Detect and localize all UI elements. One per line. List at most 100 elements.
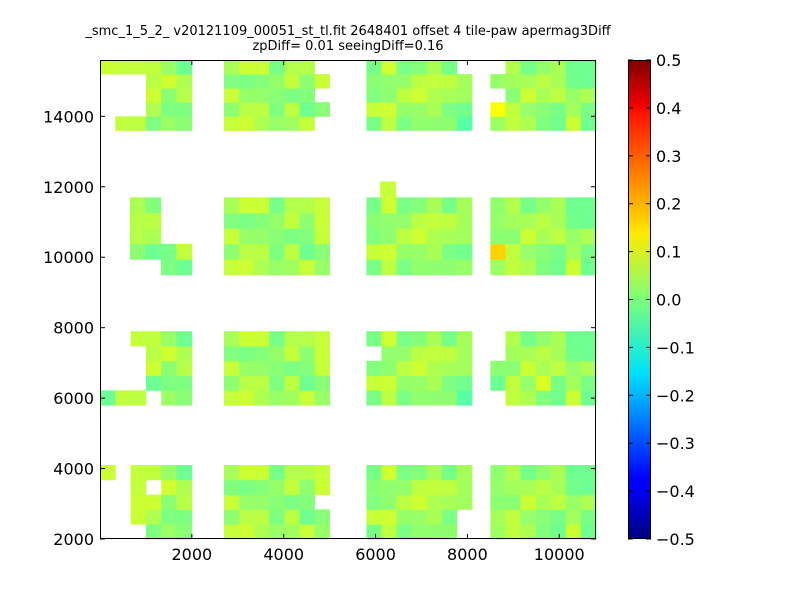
heatmap-cell — [381, 465, 397, 481]
heatmap-cell — [239, 465, 255, 481]
heatmap-cell — [314, 212, 331, 229]
heatmap-cell — [456, 345, 473, 362]
heatmap-cell — [550, 331, 567, 347]
heatmap-cell — [520, 345, 537, 362]
heatmap-cell — [550, 212, 567, 229]
heatmap-cell — [161, 390, 177, 406]
heatmap-cell — [565, 524, 582, 540]
heatmap-cell — [535, 197, 552, 214]
heatmap-cell — [176, 259, 193, 276]
heatmap-cell — [299, 259, 315, 276]
heatmap-cell — [145, 60, 162, 75]
heatmap-cell — [115, 390, 132, 406]
heatmap-cell — [381, 331, 397, 347]
heatmap-cell — [426, 494, 443, 510]
heatmap-cell — [145, 197, 162, 214]
heatmap-cell — [366, 331, 382, 347]
heatmap-cell — [456, 390, 473, 406]
heatmap-cell — [550, 345, 567, 362]
heatmap-cell — [239, 197, 255, 214]
heatmap-cell — [176, 494, 193, 510]
heatmap-cell — [505, 509, 521, 525]
heatmap-cell — [269, 212, 285, 229]
heatmap-cell — [239, 494, 255, 510]
heatmap-cell — [490, 197, 506, 214]
heatmap-cell — [535, 88, 552, 103]
heatmap-cell — [161, 116, 177, 131]
heatmap-cell — [381, 390, 397, 406]
heatmap-cell — [565, 243, 582, 260]
heatmap-cell — [284, 60, 300, 75]
heatmap-cell — [366, 375, 382, 391]
heatmap-cell — [284, 509, 300, 525]
heatmap-cell — [535, 509, 552, 525]
heatmap-cell — [366, 212, 382, 229]
heatmap-cell — [224, 345, 240, 362]
heatmap-cell — [299, 479, 315, 496]
heatmap-cell — [284, 331, 300, 347]
heatmap-cell — [535, 74, 552, 89]
heatmap-cell — [565, 465, 582, 481]
heatmap-cell — [426, 360, 443, 376]
heatmap-cell — [456, 243, 473, 260]
heatmap-cell — [224, 375, 240, 391]
heatmap-cell — [441, 375, 458, 391]
heatmap-cell — [161, 102, 177, 117]
heatmap-cell — [411, 74, 428, 89]
x-tick-label: 2000 — [171, 545, 212, 564]
heatmap-cell — [580, 509, 597, 525]
heatmap-cell — [299, 375, 315, 391]
heatmap-cell — [520, 524, 537, 540]
heatmap-cell — [161, 74, 177, 89]
heatmap-cell — [176, 88, 193, 103]
heatmap-cell — [299, 228, 315, 245]
heatmap-cell — [426, 60, 443, 75]
colorbar-tick-label: 0.2 — [656, 195, 681, 214]
y-tick-label: 2000 — [53, 530, 94, 549]
heatmap-cell — [520, 74, 537, 89]
heatmap-cell — [239, 88, 255, 103]
heatmap-cell — [254, 212, 270, 229]
heatmap-cell — [535, 228, 552, 245]
heatmap-cell — [145, 74, 162, 89]
heatmap-cell — [396, 197, 413, 214]
heatmap-cell — [366, 390, 382, 406]
heatmap-cell — [145, 102, 162, 117]
heatmap-cell — [456, 228, 473, 245]
heatmap-cell — [456, 212, 473, 229]
heatmap-cell — [239, 509, 255, 525]
heatmap-cell — [145, 345, 162, 362]
heatmap-cell — [284, 197, 300, 214]
heatmap-cell — [426, 479, 443, 496]
plot-frame — [100, 60, 596, 539]
heatmap-cell — [520, 259, 537, 276]
heatmap-cell — [396, 88, 413, 103]
heatmap-cell — [456, 360, 473, 376]
heatmap-cell — [550, 360, 567, 376]
heatmap-cell — [535, 243, 552, 260]
heatmap-cell — [130, 390, 147, 406]
heatmap-cell — [284, 212, 300, 229]
heatmap-cell — [381, 524, 397, 540]
heatmap-cell — [130, 465, 147, 481]
colorbar-tick-label: −0.5 — [656, 530, 695, 549]
heatmap-cell — [381, 494, 397, 510]
heatmap-cell — [176, 243, 193, 260]
heatmap-cell — [535, 259, 552, 276]
heatmap-cell — [160, 259, 177, 276]
heatmap-cell — [176, 74, 193, 89]
heatmap-cell — [161, 331, 177, 347]
heatmap-cell — [520, 331, 537, 347]
heatmap-cell — [176, 116, 193, 131]
heatmap-cell — [284, 228, 300, 245]
heatmap-cell — [145, 375, 162, 391]
heatmap-cell — [224, 197, 240, 214]
heatmap-cell — [381, 74, 397, 89]
heatmap-cell — [284, 259, 300, 276]
heatmap-cell — [224, 259, 240, 276]
heatmap-cell — [505, 102, 521, 117]
heatmap-cell — [224, 228, 240, 245]
heatmap-cells — [100, 60, 597, 540]
heatmap-cell — [565, 331, 582, 347]
heatmap-cell — [490, 360, 506, 376]
